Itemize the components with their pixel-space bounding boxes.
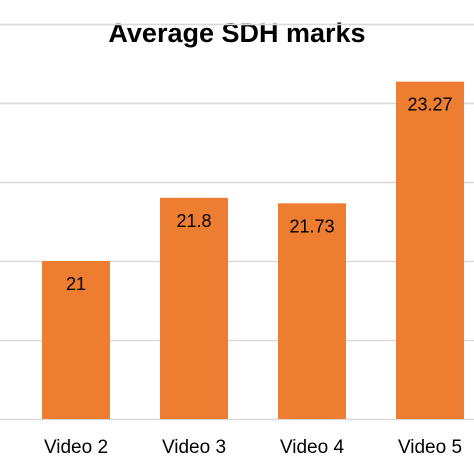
bar-video-4 bbox=[278, 203, 346, 419]
data-label: 21.73 bbox=[289, 216, 334, 236]
bar-video-2 bbox=[42, 261, 110, 419]
data-labels: 21 21.8 21.73 23.27 bbox=[66, 95, 453, 294]
data-label: 23.27 bbox=[407, 95, 452, 115]
bar-video-3 bbox=[160, 197, 228, 419]
x-tick-label: Video 4 bbox=[280, 437, 345, 458]
chart-title: Average SDH marks bbox=[108, 18, 366, 48]
x-tick-label: Video 3 bbox=[162, 437, 226, 458]
bar-video-5 bbox=[396, 81, 464, 420]
x-tick-label: Video 5 bbox=[398, 437, 462, 458]
bars bbox=[42, 81, 464, 420]
data-label: 21.8 bbox=[176, 211, 211, 231]
data-label: 21 bbox=[66, 274, 86, 294]
x-tick-label: Video 2 bbox=[44, 437, 108, 458]
x-tick-labels: Video 2 Video 3 Video 4 Video 5 bbox=[44, 437, 462, 458]
